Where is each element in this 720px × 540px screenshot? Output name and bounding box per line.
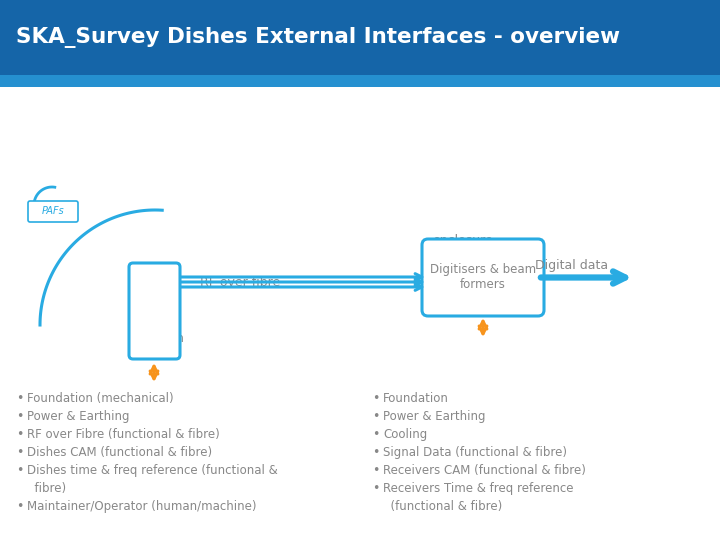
Text: Digitisers & beam
formers: Digitisers & beam formers <box>430 264 536 292</box>
Text: fibre): fibre) <box>27 482 66 495</box>
Text: PAFs: PAFs <box>42 206 64 217</box>
FancyBboxPatch shape <box>422 239 544 316</box>
Text: dish: dish <box>158 332 184 345</box>
Text: •: • <box>372 410 379 423</box>
Text: Dishes CAM (functional & fibre): Dishes CAM (functional & fibre) <box>27 446 212 459</box>
Text: Dishes time & freq reference (functional &: Dishes time & freq reference (functional… <box>27 464 278 477</box>
Text: Cooling: Cooling <box>383 428 427 441</box>
Text: Foundation: Foundation <box>383 392 449 405</box>
FancyBboxPatch shape <box>129 263 180 359</box>
Text: •: • <box>372 428 379 441</box>
Text: Power & Earthing: Power & Earthing <box>27 410 130 423</box>
Text: enclosure: enclosure <box>432 234 492 247</box>
Text: •: • <box>16 500 23 513</box>
Text: Digital data: Digital data <box>536 260 608 273</box>
Text: •: • <box>16 392 23 405</box>
Text: •: • <box>372 446 379 459</box>
Text: SKA_Survey Dishes External Interfaces - overview: SKA_Survey Dishes External Interfaces - … <box>16 27 620 48</box>
Text: RF over Fibre (functional & fibre): RF over Fibre (functional & fibre) <box>27 428 220 441</box>
Text: Power & Earthing: Power & Earthing <box>383 410 485 423</box>
Text: •: • <box>16 428 23 441</box>
Text: Receivers CAM (functional & fibre): Receivers CAM (functional & fibre) <box>383 464 586 477</box>
Text: •: • <box>372 392 379 405</box>
Text: (functional & fibre): (functional & fibre) <box>383 500 503 513</box>
Text: RF over fibre: RF over fibre <box>200 275 280 288</box>
Bar <box>0 75 720 87</box>
Text: Foundation (mechanical): Foundation (mechanical) <box>27 392 174 405</box>
Text: Receivers Time & freq reference: Receivers Time & freq reference <box>383 482 574 495</box>
Text: •: • <box>16 446 23 459</box>
Text: Signal Data (functional & fibre): Signal Data (functional & fibre) <box>383 446 567 459</box>
Bar <box>0 0 720 75</box>
Text: •: • <box>16 410 23 423</box>
Text: Maintainer/Operator (human/machine): Maintainer/Operator (human/machine) <box>27 500 256 513</box>
Text: •: • <box>372 464 379 477</box>
Text: •: • <box>372 482 379 495</box>
Text: •: • <box>16 464 23 477</box>
FancyBboxPatch shape <box>28 201 78 222</box>
